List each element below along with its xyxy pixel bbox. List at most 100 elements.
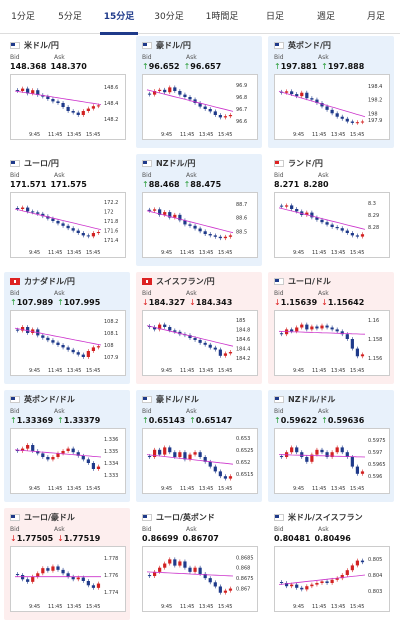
candle-body bbox=[41, 568, 45, 574]
rate-card[interactable]: NZドル/ドル Bid Ask ↑0.59622 ↑0.59636 0.5975 0.597… bbox=[268, 390, 394, 502]
rate-card[interactable]: ランド/円 Bid Ask 8.271 8.280 8.3 8.29 8.28 9:45 11:4… bbox=[268, 154, 394, 266]
rate-card[interactable]: 米ドル/円 Bid Ask 148.368 148.370 148.6 148.4 148.2… bbox=[4, 36, 130, 148]
rate-card[interactable]: NZドル/円 Bid Ask ↑88.468 ↑88.475 88.7 88.6 88.5 9:… bbox=[136, 154, 262, 266]
pair-title[interactable]: 豪ドル/円 bbox=[142, 39, 191, 51]
flag-ch-icon bbox=[142, 277, 152, 285]
pair-title[interactable]: 英ポンド/円 bbox=[274, 39, 331, 51]
candlestick-chart[interactable]: 148.6 148.4 148.2 9:45 11:45 13:45 15:45 bbox=[10, 74, 126, 140]
rate-card[interactable]: ユーロ/豪ドル Bid Ask ↓1.77505 ↓1.77519 1.778 1.776 1… bbox=[4, 508, 130, 620]
x-tick-label: 13:45 bbox=[199, 604, 213, 610]
candlestick-chart[interactable]: 1.336 1.335 1.334 1.333 9:45 11:45 13:45 15:45 bbox=[10, 428, 126, 494]
candle-body bbox=[81, 354, 85, 357]
rate-card[interactable]: ユーロ/ドル Bid Ask ↓1.15639 ↓1.15642 1.16 1.158 1.1… bbox=[268, 272, 394, 384]
candle-body bbox=[178, 91, 182, 95]
pair-title[interactable]: 豪ドル/ドル bbox=[142, 393, 199, 405]
rate-card[interactable]: スイスフラン/円 Bid Ask ↓184.327 ↓184.343 185 184.8 18… bbox=[136, 272, 262, 384]
candle-body bbox=[325, 222, 329, 225]
candle-body bbox=[71, 228, 75, 231]
candle-body bbox=[178, 452, 182, 457]
candle-body bbox=[290, 329, 294, 332]
pair-title[interactable]: NZドル/円 bbox=[142, 157, 195, 169]
y-tick-label: 1.333 bbox=[104, 473, 118, 479]
pair-title[interactable]: ユーロ/ドル bbox=[274, 275, 331, 287]
candle-body bbox=[218, 471, 222, 477]
candlestick-chart[interactable]: 198.4 198.2 198 197.9 9:45 11:45 13:45 15:45 bbox=[274, 74, 390, 140]
ask-label: Ask bbox=[318, 408, 329, 415]
up-arrow-icon: ↑ bbox=[274, 62, 281, 71]
rate-card[interactable]: 豪ドル/円 Bid Ask ↑96.652 ↑96.657 96.9 96.8 96.7 96.… bbox=[136, 36, 262, 148]
flag-eu-icon bbox=[142, 513, 152, 521]
pair-title[interactable]: ユーロ/豪ドル bbox=[10, 511, 75, 523]
moving-average-line bbox=[278, 454, 366, 458]
candle-body bbox=[193, 452, 197, 455]
candle-body bbox=[36, 90, 40, 95]
candlestick-chart[interactable]: 0.8685 0.868 0.8675 0.867 9:45 11:45 13:45 15:4… bbox=[142, 546, 258, 612]
price-row: ↓184.327 ↓184.343 bbox=[142, 298, 232, 307]
flag-ca-icon bbox=[10, 277, 20, 285]
candlestick-chart[interactable]: 0.5975 0.597 0.5965 0.596 9:45 11:45 13:45 15:4… bbox=[274, 428, 390, 494]
candle-body bbox=[163, 563, 167, 568]
candle-body bbox=[20, 327, 25, 331]
tab-5[interactable]: 日足 bbox=[265, 12, 284, 22]
candlestick-chart[interactable]: 0.805 0.804 0.803 9:45 11:45 13:45 15:45 bbox=[274, 546, 390, 612]
rate-card[interactable]: 英ポンド/円 Bid Ask ↑197.881 ↑197.888 198.4 198.2 19… bbox=[268, 36, 394, 148]
candle-body bbox=[208, 578, 212, 583]
bid-label: Bid bbox=[10, 526, 20, 533]
y-tick-label: 1.156 bbox=[368, 356, 382, 362]
candle-body bbox=[66, 347, 70, 350]
rate-card[interactable]: 英ポンド/ドル Bid Ask ↑1.33369 ↑1.33379 1.336 1.335 1… bbox=[4, 390, 130, 502]
y-tick-label: 0.803 bbox=[368, 589, 382, 595]
up-arrow-icon: ↑ bbox=[183, 62, 191, 71]
candle-body bbox=[66, 448, 70, 451]
candlestick-chart[interactable]: 88.7 88.6 88.5 9:45 11:45 13:45 15:45 bbox=[142, 192, 258, 258]
candle-body bbox=[345, 452, 349, 457]
candlestick-chart[interactable]: 1.778 1.776 1.774 9:45 11:45 13:45 15:45 bbox=[10, 546, 126, 612]
candlestick-chart[interactable]: 172.2 172 171.8 171.6 171.4 9:45 11:45 13:45 15:… bbox=[10, 192, 126, 258]
rate-card[interactable]: ユーロ/円 Bid Ask 171.571 171.575 172.2 172 171.8 17… bbox=[4, 154, 130, 266]
candle-body bbox=[66, 573, 70, 577]
pair-title[interactable]: スイスフラン/円 bbox=[142, 275, 215, 287]
tab-4[interactable]: 1時間足 bbox=[205, 12, 239, 22]
x-tick-label: 13:45 bbox=[67, 368, 81, 374]
candlestick-chart[interactable]: 8.3 8.29 8.28 9:45 11:45 13:45 15:45 bbox=[274, 192, 390, 258]
candlestick-chart[interactable]: 0.653 0.6525 0.652 0.6515 9:45 11:45 13:45 15:4… bbox=[142, 428, 258, 494]
rate-card[interactable]: 豪ドル/ドル Bid Ask ↑0.65143 ↑0.65147 0.653 0.6525 0… bbox=[136, 390, 262, 502]
tab-6[interactable]: 週足 bbox=[316, 12, 335, 22]
pair-title[interactable]: カナダドル/円 bbox=[10, 275, 75, 287]
flag-nz-icon bbox=[142, 159, 152, 167]
candle-body bbox=[218, 115, 222, 118]
pair-title[interactable]: NZドル/ドル bbox=[274, 393, 335, 405]
tab-7[interactable]: 月足 bbox=[366, 12, 385, 22]
candle-body bbox=[15, 90, 20, 92]
chart-svg: 1.336 1.335 1.334 1.333 9:45 11:45 13:45 15:45 bbox=[14, 437, 118, 492]
pair-title[interactable]: ユーロ/英ポンド bbox=[142, 511, 215, 523]
pair-title[interactable]: 米ドル/円 bbox=[10, 39, 59, 51]
rate-card[interactable]: カナダドル/円 Bid Ask ↑107.989 ↑107.995 108.2 108.1 1… bbox=[4, 272, 130, 384]
bid-price: 0.86699 bbox=[142, 534, 179, 543]
pair-title[interactable]: ランド/円 bbox=[274, 157, 323, 169]
pair-title[interactable]: ユーロ/円 bbox=[10, 157, 59, 169]
candle-body bbox=[158, 209, 162, 215]
bid-price: 96.652 bbox=[148, 62, 180, 71]
y-tick-label: 171.4 bbox=[104, 238, 118, 244]
candlestick-chart[interactable]: 1.16 1.158 1.156 9:45 11:45 13:45 15:45 bbox=[274, 310, 390, 376]
tab-2[interactable]: 15分足 bbox=[94, 0, 144, 35]
rate-card[interactable]: 米ドル/スイスフラン Bid Ask 0.80481 0.80496 0.805 0.804… bbox=[268, 508, 394, 620]
bid-label: Bid bbox=[142, 290, 152, 297]
pair-title[interactable]: 米ドル/スイスフラン bbox=[274, 511, 363, 523]
x-tick-label: 15:45 bbox=[350, 486, 364, 492]
candle-body bbox=[91, 585, 96, 588]
rate-card[interactable]: ユーロ/英ポンド Bid Ask 0.86699 0.86707 0.8685 0.868 0… bbox=[136, 508, 262, 620]
candlestick-chart[interactable]: 185 184.8 184.6 184.4 184.2 9:45 11:45 13:45 15:… bbox=[142, 310, 258, 376]
tab-3[interactable]: 30分足 bbox=[154, 12, 184, 22]
candle-body bbox=[71, 349, 75, 353]
candle-body bbox=[295, 209, 299, 212]
candle-body bbox=[76, 577, 80, 580]
x-tick-label: 11:45 bbox=[48, 604, 62, 610]
x-tick-label: 15:45 bbox=[350, 132, 364, 138]
tab-0[interactable]: 1分足 bbox=[11, 12, 35, 22]
candlestick-chart[interactable]: 108.2 108.1 108 107.9 9:45 11:45 13:45 15:45 bbox=[10, 310, 126, 376]
tab-1[interactable]: 5分足 bbox=[58, 12, 82, 22]
pair-title[interactable]: 英ポンド/ドル bbox=[10, 393, 75, 405]
candlestick-chart[interactable]: 96.9 96.8 96.7 96.6 9:45 11:45 13:45 15:45 bbox=[142, 74, 258, 140]
